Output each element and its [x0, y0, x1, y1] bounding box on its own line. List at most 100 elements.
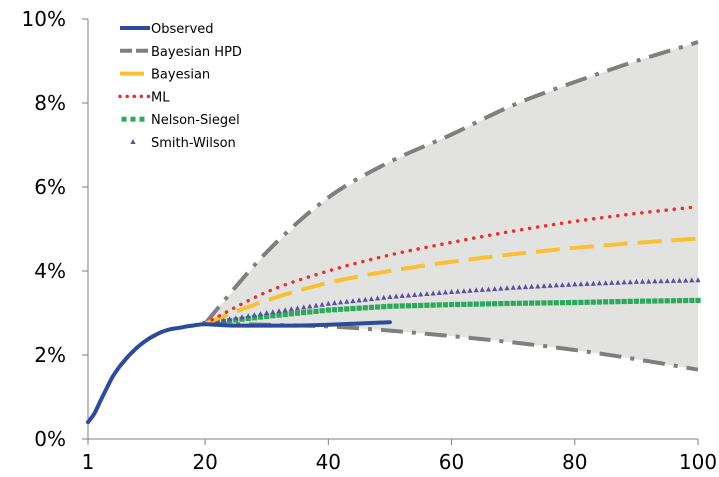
series-line [203, 40, 699, 325]
y-tick-label: 0% [34, 427, 66, 451]
data-point-square [602, 299, 609, 305]
data-point-square [522, 300, 529, 306]
hpd-band-layer [205, 42, 698, 370]
data-point-triangle [670, 277, 676, 283]
x-tick-label: 60 [439, 450, 464, 474]
hpd-band-area [205, 42, 698, 370]
data-point-triangle [436, 290, 442, 295]
data-point-square [461, 301, 467, 307]
data-point-triangle [264, 310, 270, 315]
data-point-square [633, 298, 639, 304]
data-point-triangle [455, 288, 461, 294]
data-point-square [492, 301, 498, 307]
data-point-square [282, 311, 288, 318]
x-tick-label: 100 [679, 450, 717, 474]
data-point-square [559, 300, 566, 306]
data-point-square [313, 308, 319, 314]
data-point-square [498, 300, 504, 307]
data-point-square [639, 298, 646, 304]
data-point-square [387, 303, 393, 309]
data-point-triangle [584, 280, 590, 286]
data-point-triangle [522, 284, 529, 290]
y-tick-label: 10% [22, 7, 66, 31]
data-point-triangle [424, 291, 430, 296]
data-point-triangle [276, 308, 282, 314]
data-point-square [627, 298, 633, 304]
data-point-triangle [307, 303, 313, 309]
data-point-triangle [362, 296, 368, 302]
data-point-triangle [621, 279, 627, 285]
data-point-square [621, 298, 627, 305]
legend-label: Smith-Wilson [151, 136, 236, 151]
legend: Observed Bayesian HPD Bayesian ML Nelson-Sie… [118, 22, 242, 151]
data-point-triangle [294, 305, 301, 311]
data-point-square [325, 307, 331, 313]
data-point-square [535, 300, 541, 306]
series-layer [86, 40, 701, 425]
data-point-square [596, 299, 603, 305]
data-point-triangle [473, 287, 479, 293]
series-line [86, 320, 392, 425]
data-point-triangle [547, 282, 553, 288]
data-point-square [270, 313, 276, 319]
data-point-square [479, 301, 485, 307]
data-point-triangle [504, 285, 510, 291]
x-tick-label: 1 [82, 450, 95, 474]
data-point-square [338, 306, 344, 312]
data-point-square [467, 301, 473, 307]
data-point-square [566, 299, 572, 306]
data-point-square [615, 299, 621, 305]
legend-swatch [139, 116, 145, 122]
legend-item-observed: Observed [120, 22, 214, 37]
data-point-triangle [633, 278, 639, 284]
data-point-triangle [405, 292, 411, 298]
data-point-triangle [559, 282, 565, 288]
data-point-triangle [448, 289, 455, 294]
data-point-square [288, 311, 294, 317]
data-point-triangle [251, 312, 257, 318]
data-point-square [664, 298, 670, 304]
x-tick-label: 40 [316, 450, 341, 474]
y-tick-label: 8% [34, 91, 66, 115]
data-point-square [510, 300, 516, 306]
data-point-triangle [356, 297, 362, 303]
data-point-square [374, 304, 381, 310]
data-point-triangle [492, 286, 498, 292]
data-point-triangle [498, 285, 504, 291]
data-point-square [553, 300, 559, 306]
data-point-square [529, 300, 535, 306]
data-point-triangle [566, 281, 572, 287]
data-point-triangle [676, 277, 683, 283]
data-point-triangle [214, 318, 220, 324]
data-point-triangle [319, 301, 325, 307]
data-point-triangle [553, 282, 559, 288]
data-point-triangle [344, 298, 350, 304]
legend-item-ml: ML [118, 90, 170, 105]
data-point-square [257, 314, 264, 320]
legend-swatch [130, 139, 136, 144]
data-point-triangle [639, 278, 646, 284]
legend-item-smith-wilson: Smith-Wilson [130, 136, 236, 151]
data-point-triangle [516, 284, 522, 290]
data-point-square [368, 304, 375, 311]
data-point-square [547, 300, 553, 306]
data-point-square [572, 299, 578, 306]
data-point-triangle [368, 296, 374, 302]
data-point-triangle [412, 292, 418, 297]
data-point-triangle [227, 316, 233, 322]
legend-label: Bayesian [151, 68, 210, 83]
data-point-triangle [375, 295, 381, 301]
data-point-triangle [221, 317, 227, 323]
legend-item-bayesian: Bayesian [120, 68, 210, 83]
data-point-square [695, 297, 701, 303]
data-point-triangle [270, 309, 276, 315]
data-point-square [424, 302, 430, 308]
data-point-triangle [535, 283, 541, 289]
series-bayesian-hpd-lower [205, 321, 699, 372]
data-point-square [504, 300, 510, 307]
data-point-triangle [461, 288, 467, 294]
x-tick-label: 80 [562, 450, 587, 474]
data-point-triangle [578, 281, 584, 287]
data-point-triangle [467, 287, 473, 293]
